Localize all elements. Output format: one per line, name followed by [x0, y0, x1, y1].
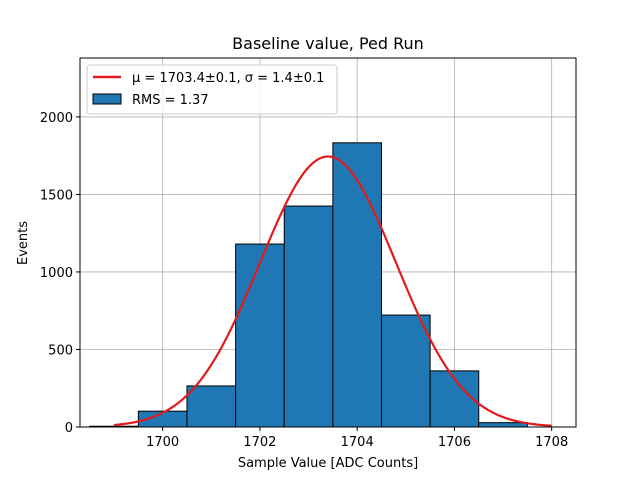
y-axis-ticks: 0 500 1000 1500 2000 — [40, 111, 80, 436]
x-tick-label: 1706 — [438, 435, 471, 450]
legend-box — [86, 64, 338, 115]
y-tick-label: 1000 — [40, 266, 73, 281]
gaussian-fit-curve — [113, 155, 552, 427]
x-axis-ticks: 1700 1702 1704 1706 1708 — [146, 427, 568, 450]
bars-layer — [89, 142, 528, 428]
x-tick-label: 1704 — [341, 435, 374, 450]
x-tick-label: 1708 — [535, 435, 568, 450]
chart-title: Baseline value, Ped Run — [232, 34, 424, 53]
legend-fit-label: μ = 1703.4±0.1, σ = 1.4±0.1 — [132, 71, 324, 86]
histogram-bar — [235, 243, 285, 428]
histogram-bar — [380, 314, 431, 428]
x-tick-label: 1700 — [146, 435, 179, 450]
histogram-bar — [332, 142, 382, 428]
histogram-bar — [283, 205, 334, 428]
histogram-bar — [478, 422, 528, 428]
y-axis-label: Events — [16, 221, 31, 265]
y-tick-label: 0 — [65, 421, 73, 436]
legend-rms-swatch — [92, 93, 122, 105]
y-tick-label: 2000 — [40, 111, 73, 126]
y-tick-label: 1500 — [40, 188, 73, 203]
fit-layer — [113, 155, 552, 427]
y-tick-label: 500 — [48, 343, 73, 358]
histogram-bar — [186, 385, 237, 428]
x-tick-label: 1702 — [243, 435, 276, 450]
plot-frame — [79, 57, 577, 428]
legend: μ = 1703.4±0.1, σ = 1.4±0.1 RMS = 1.37 — [86, 64, 338, 115]
x-axis-label: Sample Value [ADC Counts] — [238, 456, 418, 471]
legend-rms-label: RMS = 1.37 — [132, 93, 209, 108]
